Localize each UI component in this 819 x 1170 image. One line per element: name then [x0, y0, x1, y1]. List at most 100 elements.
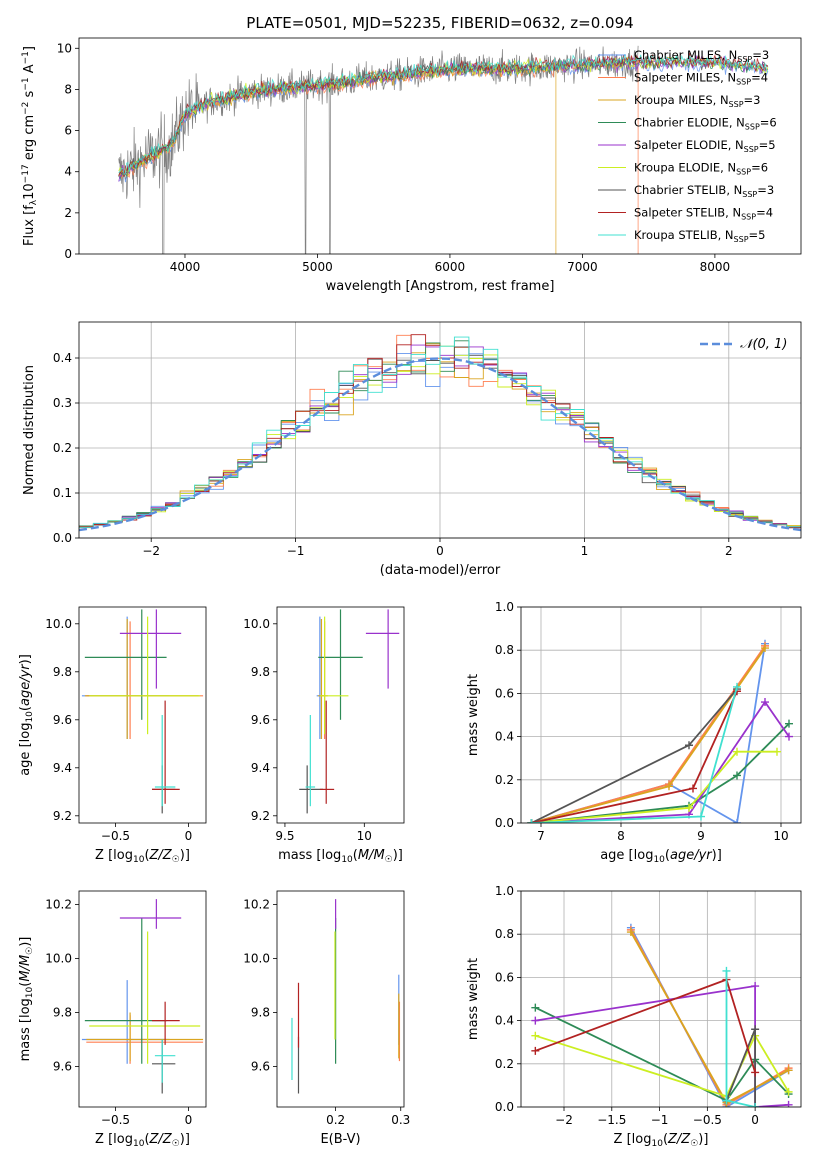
- y-tick-label: 9.8: [251, 1006, 270, 1020]
- x-tick-label: 7: [537, 829, 545, 843]
- legend-label: Kroupa ELODIE, NSSP=6: [634, 161, 768, 177]
- weight-line: [531, 700, 790, 823]
- y-tick-label: 0.2: [495, 773, 514, 787]
- error-point: [119, 899, 182, 929]
- legend: Chabrier MILES, NSSP=3 Salpeter MILES, NS…: [598, 48, 777, 244]
- plot-area: [81, 899, 204, 1094]
- weight-line: [531, 645, 766, 823]
- error-point: [319, 700, 335, 804]
- error-point: [305, 715, 316, 807]
- panel-2: −2 −1 0 1 2 0.0 0.1 0.2 0.3 0.4 𝒩(0, 1) (data-model…: [22, 321, 802, 578]
- error-point: [151, 1039, 176, 1094]
- y-tick-label: 9.6: [251, 1060, 270, 1074]
- legend-label: Chabrier ELODIE, NSSP=6: [634, 116, 777, 132]
- weight-marker: [785, 719, 793, 728]
- weight-marker: [722, 1096, 731, 1105]
- axes-frame: [78, 890, 207, 1108]
- x-tick-label: 4000: [170, 260, 201, 274]
- y-tick-label: 9.4: [251, 761, 270, 775]
- panel-1: 4000 5000 6000 7000 8000 0 2 4 6 8 10 PLATE=0501, M…: [21, 14, 802, 294]
- legend-label: Salpeter STELIB, NSSP=4: [634, 206, 773, 222]
- y-tick-label: 4: [64, 165, 72, 179]
- weight-marker: [722, 966, 731, 975]
- plot-area: [527, 639, 793, 823]
- plot-area: [299, 609, 400, 814]
- error-point: [86, 621, 204, 739]
- x-tick-label: 10: [773, 829, 788, 843]
- model-spectrum: [118, 62, 557, 254]
- x-tick-label: 8: [617, 829, 625, 843]
- error-point: [84, 609, 167, 720]
- y-tick-label: 6: [64, 124, 72, 138]
- panel-5: 7 8 9 10 0.0 0.2 0.4 0.6 0.8 1.0 age [log10(age/yr…: [466, 600, 802, 865]
- weight-line: [630, 927, 790, 1107]
- weight-marker: [784, 1087, 793, 1096]
- plot-area: [81, 609, 204, 814]
- y-tick-label: 9.2: [251, 809, 270, 823]
- legend-label: Kroupa MILES, NSSP=3: [634, 93, 760, 109]
- legend-label: 𝒩(0, 1): [740, 337, 787, 352]
- x-axis-label: Z [log10(Z/Z☉)]: [95, 1132, 190, 1149]
- axes-frame: [78, 37, 802, 255]
- weight-marker: [531, 1046, 540, 1055]
- weight-line: [531, 722, 790, 823]
- x-tick-label: 0: [185, 1113, 193, 1127]
- weight-line: [531, 690, 738, 823]
- y-tick-label: 0.8: [495, 643, 514, 657]
- y-tick-label: 0.4: [53, 351, 72, 365]
- weight-marker: [531, 1016, 540, 1025]
- weight-marker: [751, 1103, 760, 1107]
- weight-marker: [733, 682, 741, 691]
- panel-6: −0.5 0 9.6 9.8 10.0 10.2 Z [log10(Z/Z☉)] mass […: [18, 890, 207, 1149]
- x-axis-label: Z [log10(Z/Z☉)]: [614, 1132, 709, 1149]
- plot-area: [118, 45, 769, 254]
- axes-frame: [276, 890, 405, 1108]
- normal-curve: [79, 357, 801, 532]
- weight-marker: [689, 784, 697, 793]
- error-point: [81, 980, 170, 1064]
- residual-histogram: [79, 336, 801, 528]
- plot-area: [291, 899, 401, 1094]
- x-tick-label: 7000: [567, 260, 598, 274]
- x-tick-label: −0.5: [693, 1113, 722, 1127]
- x-tick-label: −1: [287, 544, 305, 558]
- x-tick-label: −1.5: [597, 1113, 626, 1127]
- weight-marker: [784, 1100, 793, 1107]
- y-tick-label: 9.4: [53, 761, 72, 775]
- x-tick-label: 9: [697, 829, 705, 843]
- legend-label: Salpeter ELODIE, NSSP=5: [634, 138, 776, 154]
- error-point: [119, 609, 182, 689]
- weight-marker: [531, 1003, 540, 1012]
- y-tick-label: 0.4: [495, 1014, 514, 1028]
- axes-frame: [78, 606, 207, 824]
- x-axis-label: E(B-V): [320, 1132, 360, 1147]
- y-tick-label: 0.1: [53, 486, 72, 500]
- weight-marker: [761, 698, 769, 707]
- y-tick-label: 9.8: [53, 665, 72, 679]
- error-point: [318, 619, 325, 739]
- error-point: [319, 616, 349, 735]
- weight-marker: [733, 819, 741, 823]
- error-point: [151, 700, 180, 804]
- x-axis-label: (data-model)/error: [380, 563, 501, 578]
- x-tick-label: 0: [751, 1113, 759, 1127]
- weight-line: [531, 647, 766, 823]
- x-tick-label: 0.3: [391, 1113, 410, 1127]
- panel-3: −0.5 0 9.2 9.4 9.6 9.8 10.0 Z [log10(Z/Z☉)] age …: [18, 606, 207, 865]
- x-tick-label: −2: [142, 544, 160, 558]
- x-tick-label: 9.5: [275, 829, 294, 843]
- weight-line: [531, 643, 766, 823]
- weight-marker: [685, 741, 693, 750]
- axes-frame: [520, 890, 802, 1108]
- error-point: [89, 616, 201, 735]
- x-tick-label: 10: [357, 829, 372, 843]
- legend-label: Salpeter MILES, NSSP=4: [634, 71, 768, 87]
- error-point: [299, 765, 324, 814]
- weight-marker: [751, 1068, 760, 1077]
- y-tick-label: 10.0: [45, 617, 72, 631]
- weight-line: [531, 686, 738, 823]
- x-axis-label: age [log10(age/yr)]: [600, 848, 722, 865]
- y-axis-label: mass weight: [466, 958, 481, 1040]
- x-tick-label: 0: [185, 829, 193, 843]
